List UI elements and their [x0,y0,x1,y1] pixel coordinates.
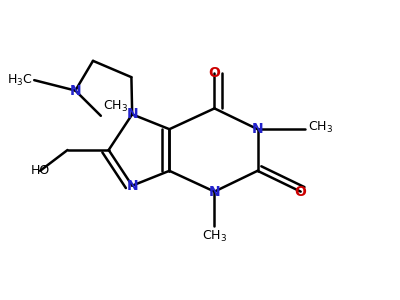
Text: N: N [252,122,263,136]
Text: N: N [126,107,138,121]
Text: O: O [295,184,306,199]
Text: HO: HO [30,164,50,177]
Text: H$_3$C: H$_3$C [7,73,32,88]
Text: N: N [70,84,81,98]
Text: O: O [208,66,220,80]
Text: N: N [209,184,220,199]
Text: CH$_3$: CH$_3$ [202,229,227,244]
Text: CH$_3$: CH$_3$ [308,120,334,135]
Text: CH$_3$: CH$_3$ [103,99,128,114]
Text: N: N [126,179,138,193]
